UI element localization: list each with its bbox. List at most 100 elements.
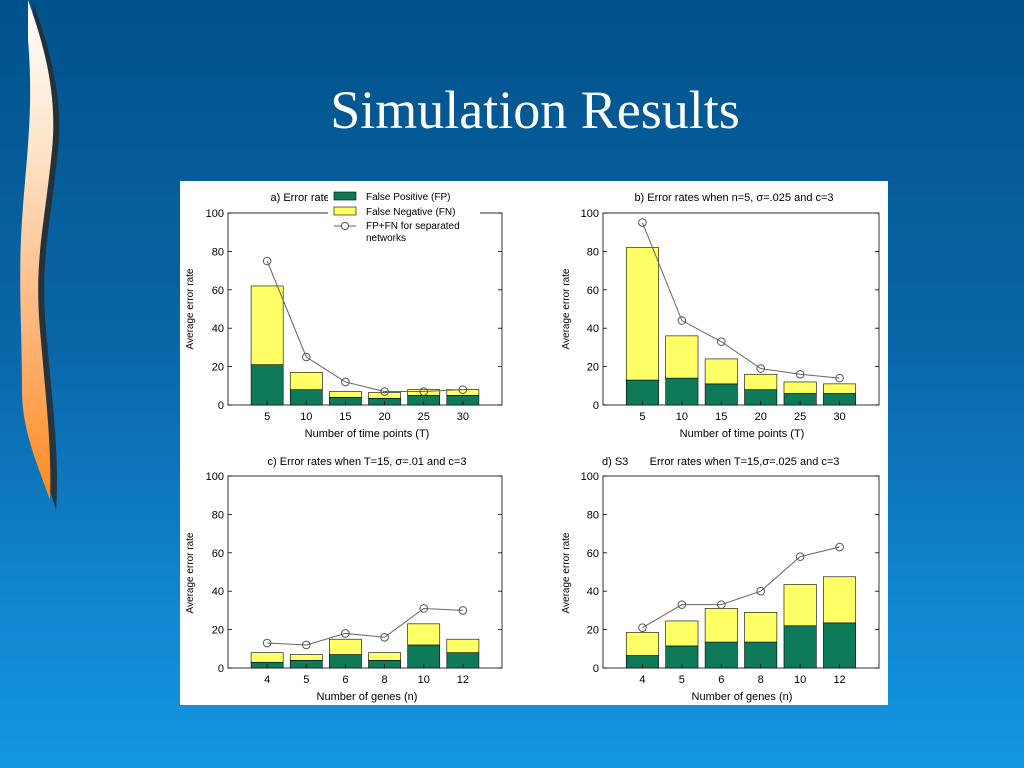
chart-a-legend: False Positive (FP) False Negative (FN) … (328, 187, 480, 244)
chart-d-title: d) S3 Error rates when T=15,σ=.025 and c… (602, 456, 839, 468)
chart-d-xtick-label: 5 (679, 674, 685, 686)
chart-b-ytick-label: 0 (593, 400, 599, 412)
chart-b-bar-fn (823, 383, 857, 394)
chart-b-line-marker (756, 364, 766, 373)
chart-d-bar-fn (625, 632, 659, 656)
chart-d-ylabel: Average error rate (561, 532, 572, 613)
chart-a-line-marker (262, 256, 272, 266)
chart-c-xtick-label: 8 (382, 674, 388, 686)
chart-d: d) S3 Error rates when T=15,σ=.025 and c… (561, 456, 880, 703)
chart-c-line-marker (458, 606, 468, 615)
chart-b-line-marker (677, 316, 687, 325)
chart-d-axes-frame (602, 475, 880, 669)
chart-d-bar-fn (783, 584, 817, 627)
chart-b-line-marker (835, 373, 844, 383)
chart-a-bar-fn (329, 391, 362, 398)
chart-c-bar-fn (329, 638, 362, 655)
chart-b-xlabel: Number of time points (T) (680, 428, 805, 440)
chart-a-ytick-label: 100 (206, 208, 224, 220)
chart-b-bar-fn (625, 247, 659, 381)
chart-b-ylabel: Average error rate (561, 268, 572, 349)
chart-b-line-marker (716, 337, 726, 346)
chart-a-bar-fn (289, 372, 323, 390)
chart-a-xtick-label: 20 (378, 411, 390, 423)
legend-line-marker (340, 221, 350, 231)
chart-c-ytick-label: 80 (212, 509, 224, 521)
chart-a: a) Error rates when n=5, σ=.01 and c=3 N… (185, 187, 503, 440)
charts-figure: a) Error rates when n=5, σ=.01 and c=3 N… (185, 187, 880, 703)
chart-b-xtick-label: 25 (794, 411, 806, 423)
chart-d-bar-fn (704, 608, 738, 643)
chart-c-line-marker (341, 629, 350, 638)
chart-b-ytick-label: 80 (587, 246, 599, 258)
chart-b-xtick-label: 15 (715, 411, 727, 423)
chart-d-xlabel: Number of genes (n) (692, 691, 793, 703)
chart-d-line-marker (677, 600, 687, 609)
chart-b-bar-fn (783, 381, 817, 394)
chart-d-ytick-label: 0 (593, 663, 599, 675)
chart-d-bar-fn (823, 576, 857, 624)
chart-a-line-marker (458, 385, 468, 394)
chart-c-plot: 0 20 40 60 80 100 4 5 6 8 10 12 (206, 471, 503, 686)
chart-c-line-marker (419, 604, 429, 613)
chart-a-xtick-label: 30 (457, 411, 469, 423)
chart-c-bar-fn (289, 654, 323, 661)
chart-a-line-marker (341, 377, 350, 387)
chart-c: c) Error rates when T=15, σ=.01 and c=3 … (185, 456, 503, 703)
chart-c-ytick-label: 20 (212, 625, 224, 637)
figure-panel: a) Error rates when n=5, σ=.01 and c=3 N… (180, 181, 888, 705)
chart-c-line-marker (301, 640, 311, 650)
legend-line-label-2: networks (366, 233, 406, 244)
chart-c-line-marker (380, 632, 389, 642)
chart-d-line-marker (835, 542, 844, 552)
chart-b-ytick-label: 20 (587, 362, 599, 374)
chart-d-ytick-label: 60 (587, 548, 599, 560)
chart-a-line-fpfn (266, 260, 463, 393)
legend-line-label-1: FP+FN for separated (366, 221, 460, 232)
chart-a-line-marker (419, 387, 429, 396)
chart-d-bar-fn (665, 620, 699, 647)
chart-c-xtick-label: 12 (457, 674, 469, 686)
chart-b-plot: 0 20 40 60 80 100 5 10 15 20 25 30 (581, 208, 880, 423)
legend-fn-swatch (333, 206, 357, 216)
chart-b-ytick-label: 40 (587, 323, 599, 335)
chart-b-title: b) Error rates when n=5, σ=.025 and c=3 (634, 192, 833, 204)
chart-b-bar-fn (704, 358, 738, 385)
chart-c-ytick-label: 100 (206, 471, 224, 483)
chart-b-line-marker (638, 218, 647, 227)
chart-a-bar-fn (407, 389, 441, 396)
chart-c-xtick-label: 10 (418, 674, 430, 686)
chart-d-line-marker (795, 552, 805, 561)
chart-d-bar-fp (823, 622, 857, 669)
chart-d-line-fpfn (642, 546, 840, 629)
chart-b-bar-fp (665, 377, 699, 406)
chart-c-ytick-label: 40 (212, 586, 224, 598)
chart-a-bar-fn (250, 285, 284, 365)
chart-c-ylabel: Average error rate (185, 532, 196, 613)
chart-d-ytick-label: 80 (587, 509, 599, 521)
chart-b-axes-frame (602, 212, 880, 406)
chart-b-line-fpfn (641, 222, 840, 379)
chart-d-xtick-label: 8 (758, 674, 764, 686)
chart-a-ylabel: Average error rate (185, 268, 196, 349)
chart-c-line-fpfn (267, 607, 463, 646)
chart-d-xtick-label: 10 (794, 674, 806, 686)
chart-b-xtick-label: 5 (639, 411, 645, 423)
legend-fn-label: False Negative (FN) (366, 207, 455, 218)
chart-d-line-marker (756, 586, 766, 596)
chart-b-xtick-label: 10 (676, 411, 688, 423)
slide-title: Simulation Results (330, 80, 740, 140)
chart-d-ytick-label: 100 (581, 471, 599, 483)
chart-a-ytick-label: 60 (212, 285, 224, 297)
chart-a-xtick-label: 15 (339, 411, 351, 423)
chart-c-ytick-label: 60 (212, 548, 224, 560)
chart-c-xtick-label: 5 (303, 674, 309, 686)
chart-c-bar-fn (250, 652, 284, 663)
chart-a-plot: 0 20 40 60 80 100 5 10 15 20 25 30 (206, 208, 503, 423)
chart-c-xtick-label: 6 (342, 674, 348, 686)
chart-a-line-marker (301, 352, 311, 362)
chart-a-ytick-label: 20 (212, 362, 224, 374)
chart-c-ytick-label: 0 (218, 663, 224, 675)
chart-a-ytick-label: 80 (212, 246, 224, 258)
chart-c-title: c) Error rates when T=15, σ=.01 and c=3 (268, 456, 467, 468)
